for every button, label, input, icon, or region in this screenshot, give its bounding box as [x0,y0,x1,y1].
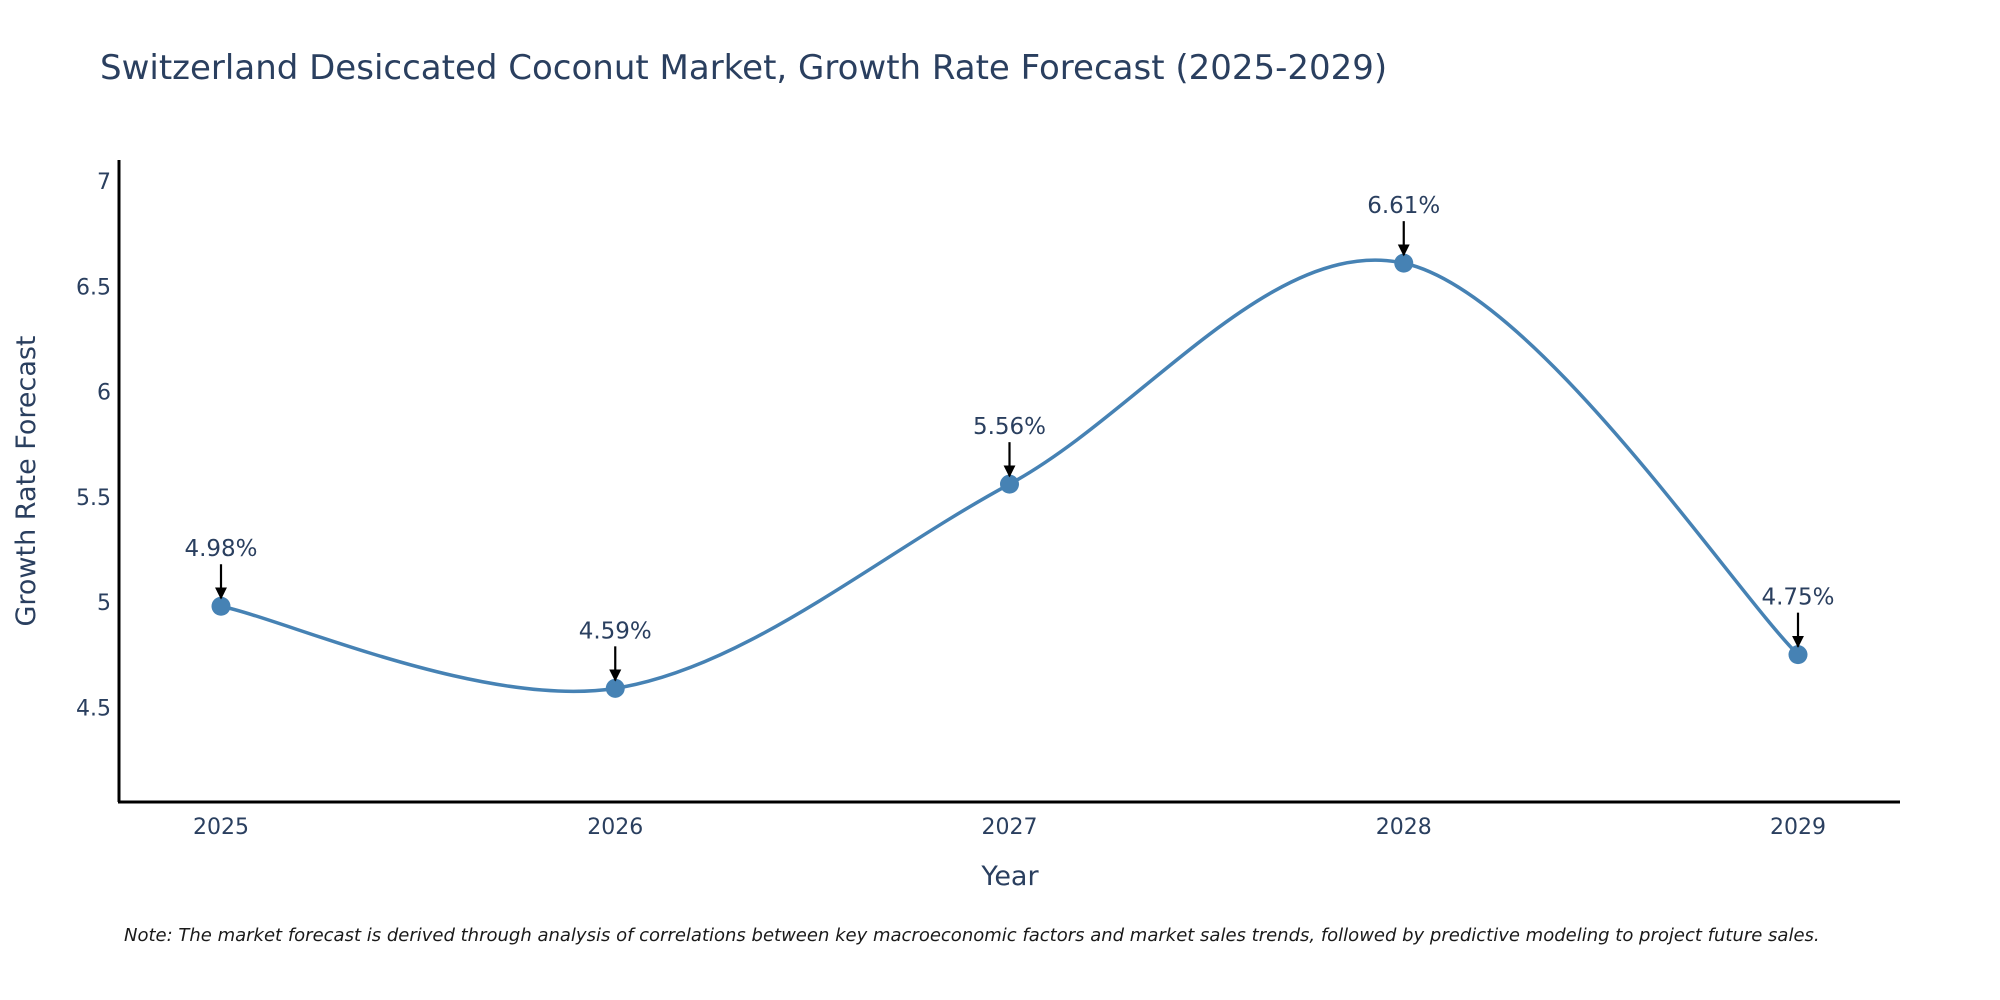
plot-area: 4.555.566.57 2025 2026 2027 2028 2029 4.98%4… [76,160,1900,840]
data-label: 4.75% [1761,585,1834,611]
x-tick-label: 2028 [1376,815,1432,840]
data-label: 4.98% [184,536,257,562]
data-point[interactable] [1788,645,1808,665]
x-tick-label: 2029 [1770,815,1826,840]
y-axis-title: Growth Rate Forecast [11,335,42,626]
y-axis-ticks: 4.5 5 5.5 6 6.5 7 [76,170,111,721]
data-label: 6.61% [1367,193,1440,219]
x-tick-label: 2027 [982,815,1038,840]
x-tick-label: 2026 [587,815,643,840]
x-tick-label: 2025 [193,815,249,840]
y-tick-label: 6.5 [76,275,111,300]
data-point[interactable] [605,678,625,698]
data-label: 4.59% [579,618,652,644]
chart-title: Switzerland Desiccated Coconut Market, G… [100,48,1387,88]
data-label: 5.56% [973,414,1046,440]
y-tick-label: 6 [97,381,111,406]
data-point[interactable] [1394,253,1414,273]
data-point[interactable] [1000,474,1019,494]
x-axis-title: Year [980,861,1039,892]
y-tick-label: 5.5 [76,486,111,511]
y-tick-label: 7 [97,170,111,195]
series-line [220,258,1800,694]
series-markers [211,253,1808,698]
data-point[interactable] [211,596,231,616]
data-annotations: 4.98% 4.59% 5.56% 6.61% 4.75% [184,193,1835,682]
x-axis-ticks: 2025 2026 2027 2028 2029 [193,815,1826,840]
y-tick-label: 4.5 [76,696,111,721]
y-tick-label: 5 [97,591,111,616]
footnote: Note: The market forecast is derived thr… [124,925,1820,946]
